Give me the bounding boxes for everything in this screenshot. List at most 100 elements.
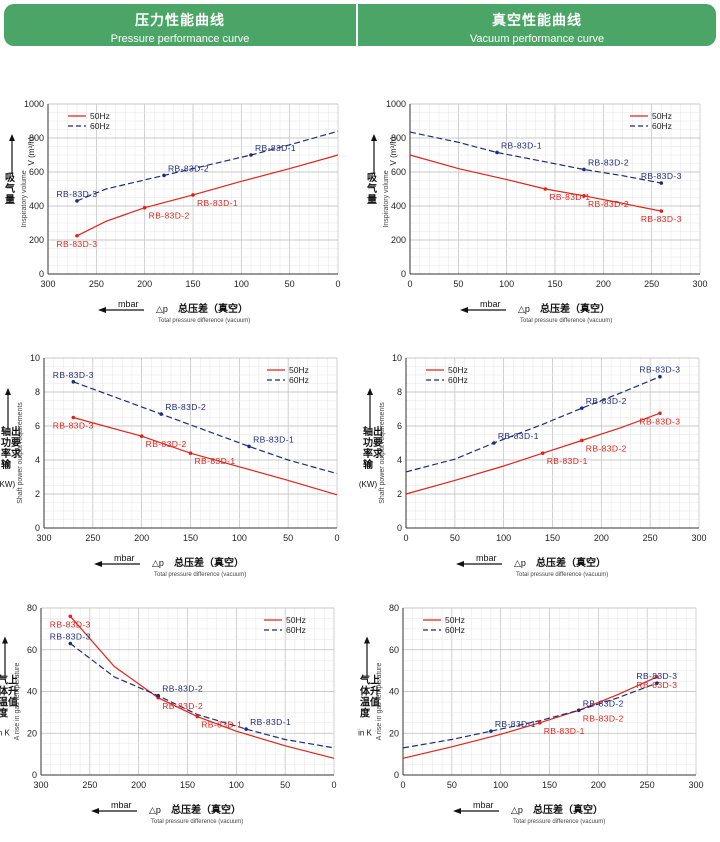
x-unit-label: mbar	[480, 299, 501, 309]
x-axis-arrow-head	[94, 561, 102, 567]
data-point	[492, 441, 496, 445]
point-label: RB-83D-3	[57, 239, 98, 249]
y-tick-label: 0	[32, 770, 37, 780]
y-tick-label: 200	[391, 235, 406, 245]
x-title-en: Total pressure difference (vacuum)	[516, 572, 608, 578]
y-label-cn-char: 吸	[5, 172, 16, 184]
data-point	[71, 380, 76, 384]
y-tick-label: 40	[389, 687, 399, 697]
data-point	[71, 415, 76, 420]
point-label: RB-83D-1	[197, 198, 238, 208]
y-label-cn-char: 功	[363, 436, 373, 449]
x-axis-arrow-head	[453, 808, 461, 814]
x-tick-label: 300	[692, 279, 707, 289]
y-tick-label: 10	[392, 353, 402, 363]
x-tick-label: 250	[89, 279, 104, 289]
flow-pressure-chart: 300 250 200 150 100 50 0 0 200 400 600 800 1000 RB-83…	[4, 99, 341, 324]
series-line-60hz	[409, 131, 662, 184]
point-label: RB-83D-2	[162, 701, 203, 711]
y-tick-label: 600	[29, 167, 44, 177]
y-label-cn-char: 率	[363, 447, 373, 460]
y-axis-arrow-head	[367, 388, 373, 395]
y-label-cn-char: 气	[0, 674, 8, 687]
y-label-unit: in K	[358, 729, 372, 738]
point-label: RB-83D-3	[636, 671, 677, 681]
x-tick-label: 200	[137, 279, 152, 289]
series-line-50hz	[73, 416, 338, 496]
legend-label-60hz: 60Hz	[652, 121, 672, 131]
y-label-cn-char: 量	[5, 193, 15, 206]
x-tick-label: 100	[496, 533, 511, 543]
y-label-cn-char: 气	[366, 182, 377, 195]
data-point	[658, 374, 662, 379]
y-axis-arrow-head	[9, 134, 15, 141]
x-tick-label: 200	[594, 533, 609, 543]
data-point	[162, 173, 166, 178]
data-point	[580, 406, 584, 410]
legend-label-60hz: 60Hz	[286, 625, 306, 635]
y-tick-label: 20	[27, 728, 37, 738]
y-label-cn-char: 温	[360, 696, 370, 709]
grid	[405, 357, 700, 529]
temp-vacuum-chart: 0 50 100 150 200 250 300 0 20 40 60 80 RB-83D-1 RB-83…	[358, 603, 703, 825]
x-tick-label: 100	[234, 279, 249, 289]
point-label: RB-83D-1	[255, 143, 296, 153]
x-title-cn: 总压差（真空）	[536, 556, 606, 569]
y-tick-label: 6	[35, 421, 40, 431]
y-label-cn-char: 要	[373, 437, 383, 449]
data-point	[580, 438, 584, 443]
data-point	[75, 233, 79, 238]
x-unit-label: mbar	[114, 553, 135, 563]
legend-label-50hz: 50Hz	[445, 615, 465, 625]
y-tick-label: 1000	[386, 99, 406, 109]
y-axis-arrow-head	[364, 636, 370, 644]
data-point	[655, 681, 659, 685]
x-tick-label: 50	[285, 279, 295, 289]
y-axis-label: 吸气量 Inspiratory volume V (m³/h)	[4, 134, 36, 228]
y-tick-label: 200	[29, 235, 44, 245]
y-label-en: A rise in gas temperature	[376, 662, 383, 740]
x-tick-label: 250	[640, 780, 655, 790]
x-unit-label: mbar	[111, 800, 132, 810]
x-title-en: Total pressure difference (vacuum)	[154, 572, 246, 578]
data-point	[139, 434, 144, 438]
point-label: RB-83D-1	[201, 720, 242, 730]
point-label: RB-83D-3	[641, 171, 682, 181]
series-line-60hz	[73, 381, 338, 475]
point-label: RB-83D-3	[50, 619, 91, 629]
x-title-cn: 总压差（真空）	[174, 556, 244, 569]
point-label: RB-83D-3	[57, 189, 98, 199]
point-label: RB-83D-1	[498, 431, 539, 441]
y-label-cn-char: 值	[8, 696, 18, 709]
legend-label-50hz: 50Hz	[286, 615, 306, 625]
point-label: RB-83D-3	[53, 370, 94, 380]
y-label-cn-char: 出	[11, 425, 21, 438]
point-label: RB-83D-1	[501, 140, 542, 150]
y-label-unit: V (m³/h)	[389, 136, 398, 165]
temp-pressure-chart: 300 250 200 150 100 50 0 0 20 40 60 80 RB-83D-3 RB-83…	[0, 603, 337, 825]
point-label: RB-83D-2	[588, 157, 629, 167]
data-point	[582, 194, 586, 198]
y-tick-label: 0	[397, 523, 402, 533]
x-axis-title: mbar △p 总压差（真空） Total pressure difference (…	[453, 800, 605, 825]
y-label-cn-char: 轴	[363, 425, 373, 438]
x-tick-label: 250	[82, 780, 97, 790]
data-point	[577, 708, 581, 713]
point-label: RB-83D-3	[639, 365, 680, 375]
data-point	[247, 444, 251, 449]
grid	[43, 357, 338, 529]
legend-label-60hz: 60Hz	[445, 625, 465, 635]
point-label: RB-83D-2	[149, 211, 190, 221]
x-tick-label: 300	[40, 279, 55, 289]
x-tick-label: 0	[403, 533, 408, 543]
legend-label-60hz: 60Hz	[448, 375, 468, 385]
x-tick-label: 150	[542, 780, 557, 790]
data-point	[249, 153, 253, 157]
y-tick-label: 400	[29, 201, 44, 211]
vacuum-title-en: Vacuum performance curve	[469, 33, 605, 45]
data-point	[659, 209, 664, 213]
